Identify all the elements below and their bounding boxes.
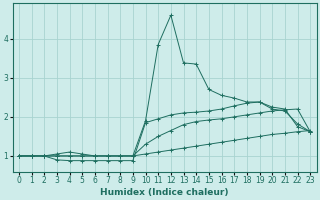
- X-axis label: Humidex (Indice chaleur): Humidex (Indice chaleur): [100, 188, 229, 197]
